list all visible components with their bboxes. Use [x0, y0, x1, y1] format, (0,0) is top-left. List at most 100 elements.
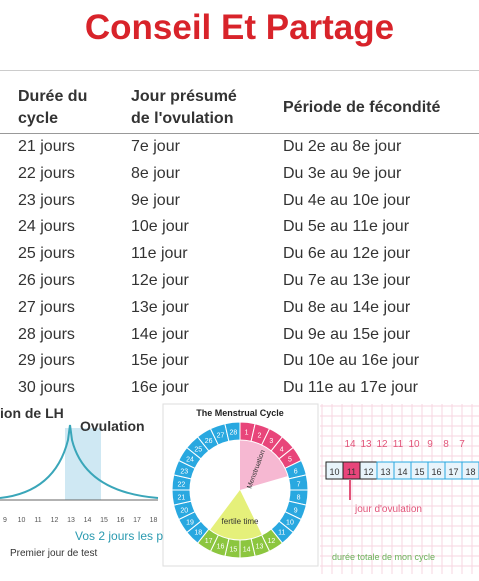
day-number: 11 — [393, 439, 404, 450]
day-number: 14 — [397, 467, 407, 477]
wedge — [240, 440, 288, 490]
cell: Du 10e au 16e jour — [283, 352, 420, 370]
day-label: 24 — [186, 457, 194, 464]
day-label: 15 — [229, 547, 237, 554]
panel — [320, 404, 479, 574]
day-label: 6 — [294, 469, 298, 476]
cell: 13e jour — [131, 298, 189, 316]
day-number: 10 — [408, 439, 420, 450]
cell: 11e jour — [131, 245, 188, 263]
cell: 24 jours — [18, 218, 75, 236]
day-label: 23 — [180, 469, 188, 476]
cell: Du 4e au 10e jour — [283, 191, 411, 209]
cell: 21 jours — [18, 138, 75, 155]
day-segment — [224, 421, 241, 442]
axis-label: 9 — [3, 517, 7, 524]
column-header: Durée du cycle — [18, 88, 88, 127]
title: Conseil Et Partage — [84, 8, 395, 47]
cell: 28 jours — [18, 325, 75, 343]
day-label: 18 — [194, 530, 202, 537]
cell: 30 jours — [18, 379, 75, 397]
day-label: 14 — [243, 547, 251, 554]
axis-label: 15 — [100, 517, 108, 524]
day-label: 2 — [258, 432, 262, 439]
curve — [0, 424, 159, 499]
rule — [0, 70, 479, 71]
day-label: 20 — [180, 507, 188, 514]
day-number: 18 — [465, 467, 475, 477]
label: Premier jour de test — [10, 548, 97, 559]
cell: Du 3e au 9e jour — [283, 164, 402, 182]
label: jour d'ovulation — [354, 504, 422, 515]
cell: 23 jours — [18, 191, 75, 209]
column-header: Jour présumé de l'ovulation — [131, 88, 237, 127]
cell: Du 8e au 14e jour — [283, 298, 411, 316]
rule — [0, 133, 479, 134]
day-number: 7 — [459, 439, 465, 450]
day-number: 15 — [414, 467, 424, 477]
cell: 8e jour — [131, 164, 180, 182]
cell: 14e jour — [131, 325, 189, 343]
day-label: 1 — [245, 429, 249, 436]
wedge — [210, 490, 262, 541]
axis-label: 12 — [51, 517, 59, 524]
day-number: 12 — [376, 439, 388, 450]
day-label: 4 — [280, 446, 284, 453]
day-label: 25 — [194, 446, 202, 453]
day-label: 5 — [288, 457, 292, 464]
day-number: 17 — [448, 467, 458, 477]
cell: 12e jour — [131, 272, 189, 289]
day-label: 11 — [278, 530, 285, 537]
cell: 7e jour — [131, 138, 180, 155]
cell: 9e jour — [131, 191, 180, 209]
cell: 10e jour — [131, 218, 189, 236]
day-label: 13 — [256, 544, 264, 551]
day-label: 28 — [229, 429, 237, 436]
cell: 27 jours — [18, 298, 75, 316]
cell: 15e jour — [131, 352, 189, 370]
cell: 22 jours — [18, 164, 75, 182]
day-label: 16 — [217, 544, 225, 551]
cell: Du 2e au 8e jour — [283, 138, 402, 155]
cell: Du 6e au 12e jour — [283, 245, 411, 263]
day-label: 17 — [205, 538, 213, 545]
cell: 29 jours — [18, 352, 75, 370]
label: fertile time — [222, 517, 259, 526]
cell: Du 9e au 15e jour — [283, 325, 411, 343]
day-number: 10 — [329, 467, 339, 477]
label: The Menstrual Cycle — [196, 408, 284, 418]
day-label: 10 — [286, 519, 294, 526]
day-label: 26 — [205, 438, 213, 445]
cell: 16e jour — [131, 379, 189, 397]
axis-label: 17 — [133, 517, 141, 524]
day-number: 16 — [431, 467, 441, 477]
day-label: 3 — [269, 438, 273, 445]
axis-label: 13 — [67, 517, 75, 524]
cell: Du 11e au 17e jour — [283, 379, 418, 397]
cell: 25 jours — [18, 245, 75, 263]
label: Ovulation — [80, 418, 145, 434]
day-number: 11 — [347, 467, 356, 477]
day-number: 9 — [427, 439, 433, 450]
day-label: 7 — [297, 481, 301, 488]
day-number: 13 — [360, 439, 372, 450]
day-label: 12 — [267, 538, 275, 545]
label: ion de LH — [0, 405, 64, 421]
column-header: Période de fécondité — [283, 99, 441, 116]
axis-label: 10 — [18, 517, 26, 524]
day-number: 8 — [443, 439, 449, 450]
cell: Du 7e au 13e jour — [283, 272, 411, 289]
axis-label: 14 — [84, 517, 92, 524]
label: durée totale de mon cycle — [332, 552, 435, 562]
day-label: 19 — [186, 519, 194, 526]
day-number: 13 — [380, 467, 390, 477]
day-label: 22 — [177, 481, 185, 488]
day-label: 8 — [297, 495, 301, 502]
day-label: 21 — [177, 495, 185, 502]
axis-label: 18 — [150, 517, 158, 524]
axis-label: 16 — [117, 517, 125, 524]
day-box — [461, 461, 479, 480]
day-number: 12 — [363, 467, 373, 477]
